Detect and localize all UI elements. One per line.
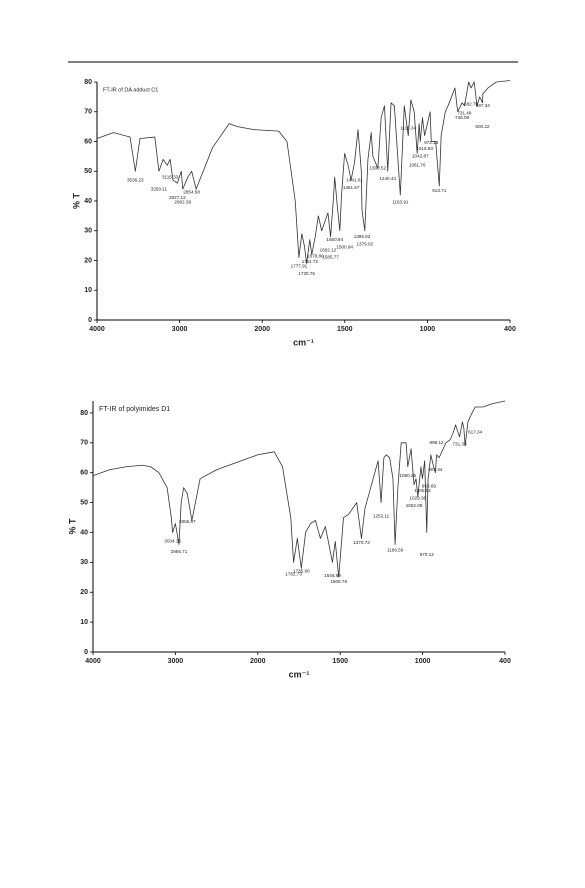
peak-label: 1000.52 bbox=[414, 488, 431, 493]
peak-label: 1585.77 bbox=[322, 255, 339, 260]
peak-label: 1395.92 bbox=[354, 234, 371, 239]
peak-label: 731.30 bbox=[452, 442, 466, 447]
x-tick-label: 400 bbox=[504, 326, 516, 333]
y-tick-label: 70 bbox=[84, 109, 92, 116]
x-tick-label: 4000 bbox=[85, 658, 101, 665]
peak-label: 1016.83 bbox=[416, 146, 433, 151]
y-tick-label: 0 bbox=[84, 649, 88, 656]
peak-label: 1500.84 bbox=[336, 244, 353, 249]
x-tick-label: 1500 bbox=[332, 658, 348, 665]
peak-label: 1379.02 bbox=[356, 241, 373, 246]
y-tick-label: 10 bbox=[84, 287, 92, 294]
peak-label: 1602.12 bbox=[320, 247, 337, 252]
y-tick-label: 70 bbox=[80, 440, 88, 447]
x-axis-label: cm⁻¹ bbox=[289, 669, 310, 679]
peak-label: 2854.58 bbox=[183, 189, 200, 194]
peak-label: 748.09 bbox=[455, 115, 469, 120]
peak-label: 1735.90 bbox=[293, 569, 310, 574]
y-tick-label: 20 bbox=[84, 257, 92, 264]
peak-label: 1711.72 bbox=[302, 259, 319, 264]
chart-title: FT-IR of polyimides D1 bbox=[99, 406, 170, 413]
peak-label: 1777.91 bbox=[291, 264, 308, 269]
peak-label: 1116.34 bbox=[400, 125, 416, 130]
y-tick-label: 80 bbox=[80, 410, 88, 417]
peak-label: 597.34 bbox=[476, 103, 490, 108]
y-tick-label: 60 bbox=[84, 138, 92, 145]
y-tick-label: 20 bbox=[80, 589, 88, 596]
peak-label: 953.69 bbox=[422, 483, 436, 488]
x-tick-label: 3000 bbox=[172, 326, 188, 333]
y-axis-label: % T bbox=[67, 518, 77, 535]
y-tick-label: 40 bbox=[80, 529, 88, 536]
peak-label: 913.71 bbox=[432, 188, 446, 193]
peak-label: 617.34 bbox=[468, 430, 482, 435]
peak-label: 1546.89 bbox=[324, 573, 341, 578]
peak-label: 1461.67 bbox=[343, 185, 360, 190]
x-tick-label: 1000 bbox=[420, 326, 436, 333]
peak-label: 1441.01 bbox=[346, 177, 363, 182]
y-tick-label: 0 bbox=[88, 317, 92, 324]
peak-label: 1090.25 bbox=[399, 473, 416, 478]
peak-label: 2956.71 bbox=[171, 549, 188, 554]
x-tick-label: 2000 bbox=[250, 658, 266, 665]
spectrum-line bbox=[96, 80, 511, 264]
y-tick-label: 30 bbox=[80, 559, 88, 566]
peak-label: 970.13 bbox=[420, 552, 434, 557]
y-tick-label: 80 bbox=[84, 79, 92, 86]
x-axis-label: cm⁻¹ bbox=[293, 337, 314, 347]
x-tick-label: 4000 bbox=[89, 326, 105, 333]
x-tick-label: 1500 bbox=[337, 326, 353, 333]
peak-label: 2855.87 bbox=[179, 519, 196, 524]
peak-label: 1029.36 bbox=[409, 495, 426, 500]
peak-label: 600.22 bbox=[475, 124, 489, 129]
peak-label: 1252.11 bbox=[373, 513, 390, 518]
peak-label: 1370.73 bbox=[353, 540, 370, 545]
peak-label: 3034.15 bbox=[164, 539, 181, 544]
spectrum-line bbox=[92, 400, 506, 578]
y-tick-label: 50 bbox=[84, 168, 92, 175]
x-tick-label: 1000 bbox=[415, 658, 431, 665]
x-tick-label: 2000 bbox=[254, 326, 270, 333]
peak-label: 1782.73 bbox=[285, 572, 302, 577]
chart-title: FT-IR of DA adduct C1 bbox=[103, 87, 158, 93]
peak-label: 3027.12 bbox=[169, 195, 186, 200]
peak-label: 972.16 bbox=[424, 140, 438, 145]
y-tick-label: 10 bbox=[80, 619, 88, 626]
y-tick-label: 40 bbox=[84, 198, 92, 205]
peak-label: 3250.11 bbox=[151, 186, 168, 191]
peak-label: 682.75 bbox=[464, 102, 478, 107]
y-tick-label: 50 bbox=[80, 499, 88, 506]
peak-label: 2962.38 bbox=[174, 200, 191, 205]
x-tick-label: 3000 bbox=[168, 658, 184, 665]
peak-label: 1061.76 bbox=[409, 163, 426, 168]
peak-label: 1042.87 bbox=[412, 154, 429, 159]
peak-label: 1166.56 bbox=[387, 548, 404, 553]
peak-label: 1240.44 bbox=[379, 176, 396, 181]
peak-label: 3115.33 bbox=[162, 174, 179, 179]
peak-label: 898.12 bbox=[430, 440, 444, 445]
x-tick-label: 400 bbox=[499, 658, 511, 665]
peak-label: 1560.94 bbox=[326, 237, 343, 242]
peak-label: 1730.76 bbox=[298, 271, 315, 276]
peak-label: 907.34 bbox=[428, 467, 442, 472]
y-tick-label: 30 bbox=[84, 228, 92, 235]
peak-label: 3536.23 bbox=[127, 177, 144, 182]
peak-label: 1300.52 bbox=[369, 165, 386, 170]
peak-label: 1163.91 bbox=[392, 200, 409, 205]
peak-label: 1678.80 bbox=[307, 253, 324, 258]
y-axis-label: % T bbox=[71, 193, 81, 210]
y-tick-label: 60 bbox=[80, 470, 88, 477]
peak-label: 731.48 bbox=[457, 110, 471, 115]
peak-label: 1508.78 bbox=[330, 579, 347, 584]
peak-label: 1052.09 bbox=[406, 503, 423, 508]
